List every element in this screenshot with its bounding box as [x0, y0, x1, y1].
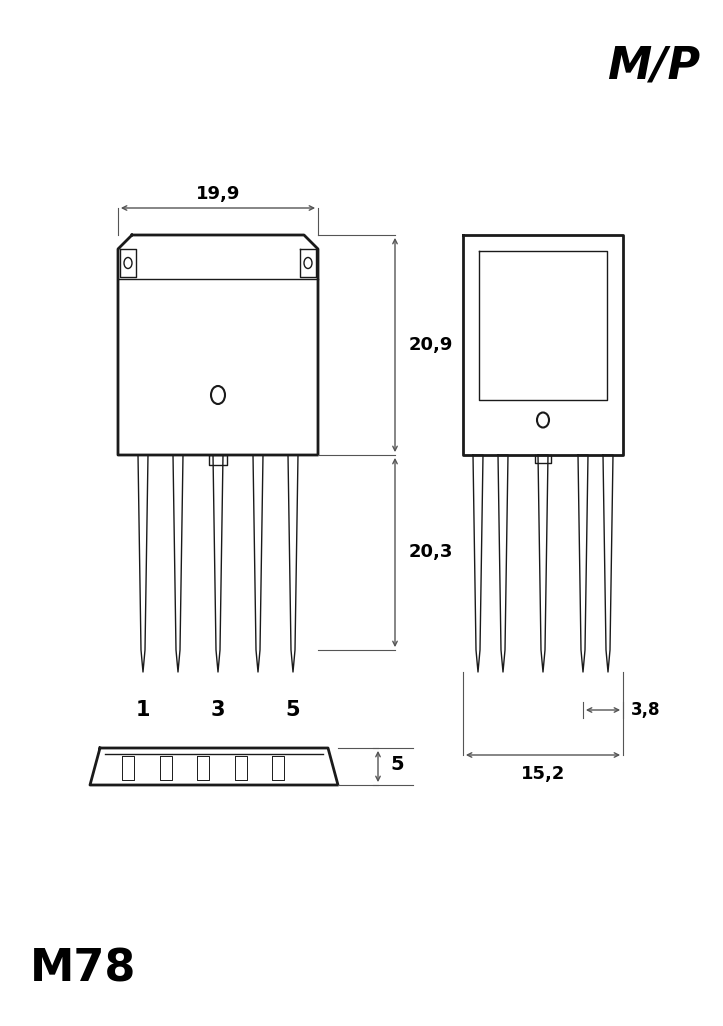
Ellipse shape [124, 258, 132, 269]
Text: M/P: M/P [607, 45, 700, 88]
Text: 5: 5 [286, 700, 300, 720]
Ellipse shape [537, 412, 549, 428]
Text: 20,9: 20,9 [409, 336, 453, 354]
Text: 20,3: 20,3 [409, 544, 453, 561]
Text: 19,9: 19,9 [196, 185, 240, 203]
Text: 15,2: 15,2 [521, 765, 565, 783]
Text: 5: 5 [390, 755, 403, 774]
Text: M78: M78 [30, 947, 137, 990]
Text: 3,8: 3,8 [631, 701, 661, 719]
Text: 3: 3 [210, 700, 226, 720]
Ellipse shape [211, 386, 225, 404]
Text: 1: 1 [136, 700, 150, 720]
Ellipse shape [304, 258, 312, 269]
